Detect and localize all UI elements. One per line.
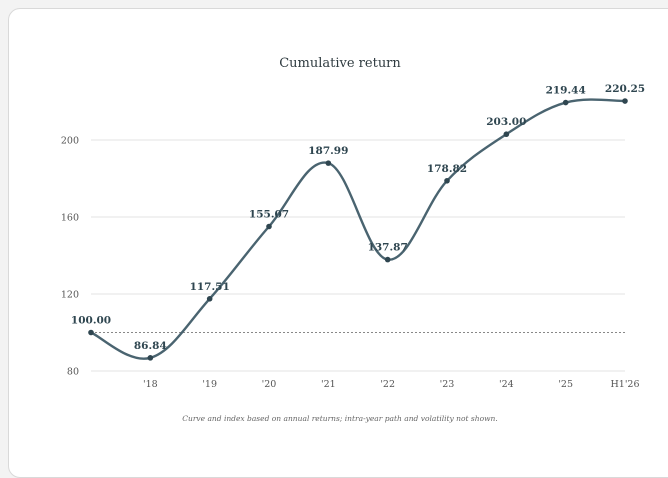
x-tick-label: H1'26 (610, 379, 639, 390)
data-label: 137.87 (368, 242, 408, 254)
data-point (147, 355, 154, 361)
data-point (88, 329, 94, 336)
x-tick-label: '22 (380, 379, 395, 390)
data-label: 219.44 (546, 85, 586, 97)
data-label: 86.84 (134, 340, 167, 352)
data-label: 187.99 (308, 145, 348, 157)
x-tick-label: '24 (499, 379, 514, 390)
y-tick-label: 160 (61, 213, 79, 224)
x-tick-label: '20 (262, 379, 277, 390)
data-point (206, 295, 213, 302)
y-axis-ticks: 80 120 160 200 (61, 136, 79, 378)
data-labels: 100.00 86.84 117.51 155.07 187.99 137.87 178.8… (71, 83, 645, 352)
x-tick-label: '18 (143, 379, 158, 390)
data-point (384, 256, 391, 263)
series-line (89, 98, 627, 360)
data-label: 155.07 (249, 208, 289, 220)
data-label: 117.51 (190, 281, 230, 293)
data-point (562, 99, 569, 106)
chart-title: Cumulative return (279, 56, 401, 71)
data-point (622, 98, 628, 104)
data-point (266, 223, 272, 230)
y-tick-label: 120 (61, 290, 79, 301)
y-tick-label: 200 (61, 136, 79, 147)
chart-card (8, 8, 668, 478)
x-tick-label: '23 (440, 379, 455, 390)
x-axis-ticks: '18 '19 '20 '21 '22 '23 '24 '25 H1'26 (143, 379, 640, 390)
data-point (503, 131, 510, 138)
data-points (88, 98, 628, 361)
data-point (444, 177, 450, 184)
data-point (325, 160, 332, 166)
data-label: 220.25 (605, 83, 645, 95)
x-tick-label: '21 (321, 379, 336, 390)
grid-lines (91, 139, 625, 372)
chart-footnote: Curve and index based on annual returns;… (182, 414, 498, 423)
data-label: 203.00 (486, 116, 526, 128)
data-label: 178.82 (427, 163, 467, 175)
y-tick-label: 80 (67, 367, 79, 378)
data-label: 100.00 (71, 315, 111, 327)
x-tick-label: '25 (558, 379, 573, 390)
x-tick-label: '19 (202, 379, 217, 390)
